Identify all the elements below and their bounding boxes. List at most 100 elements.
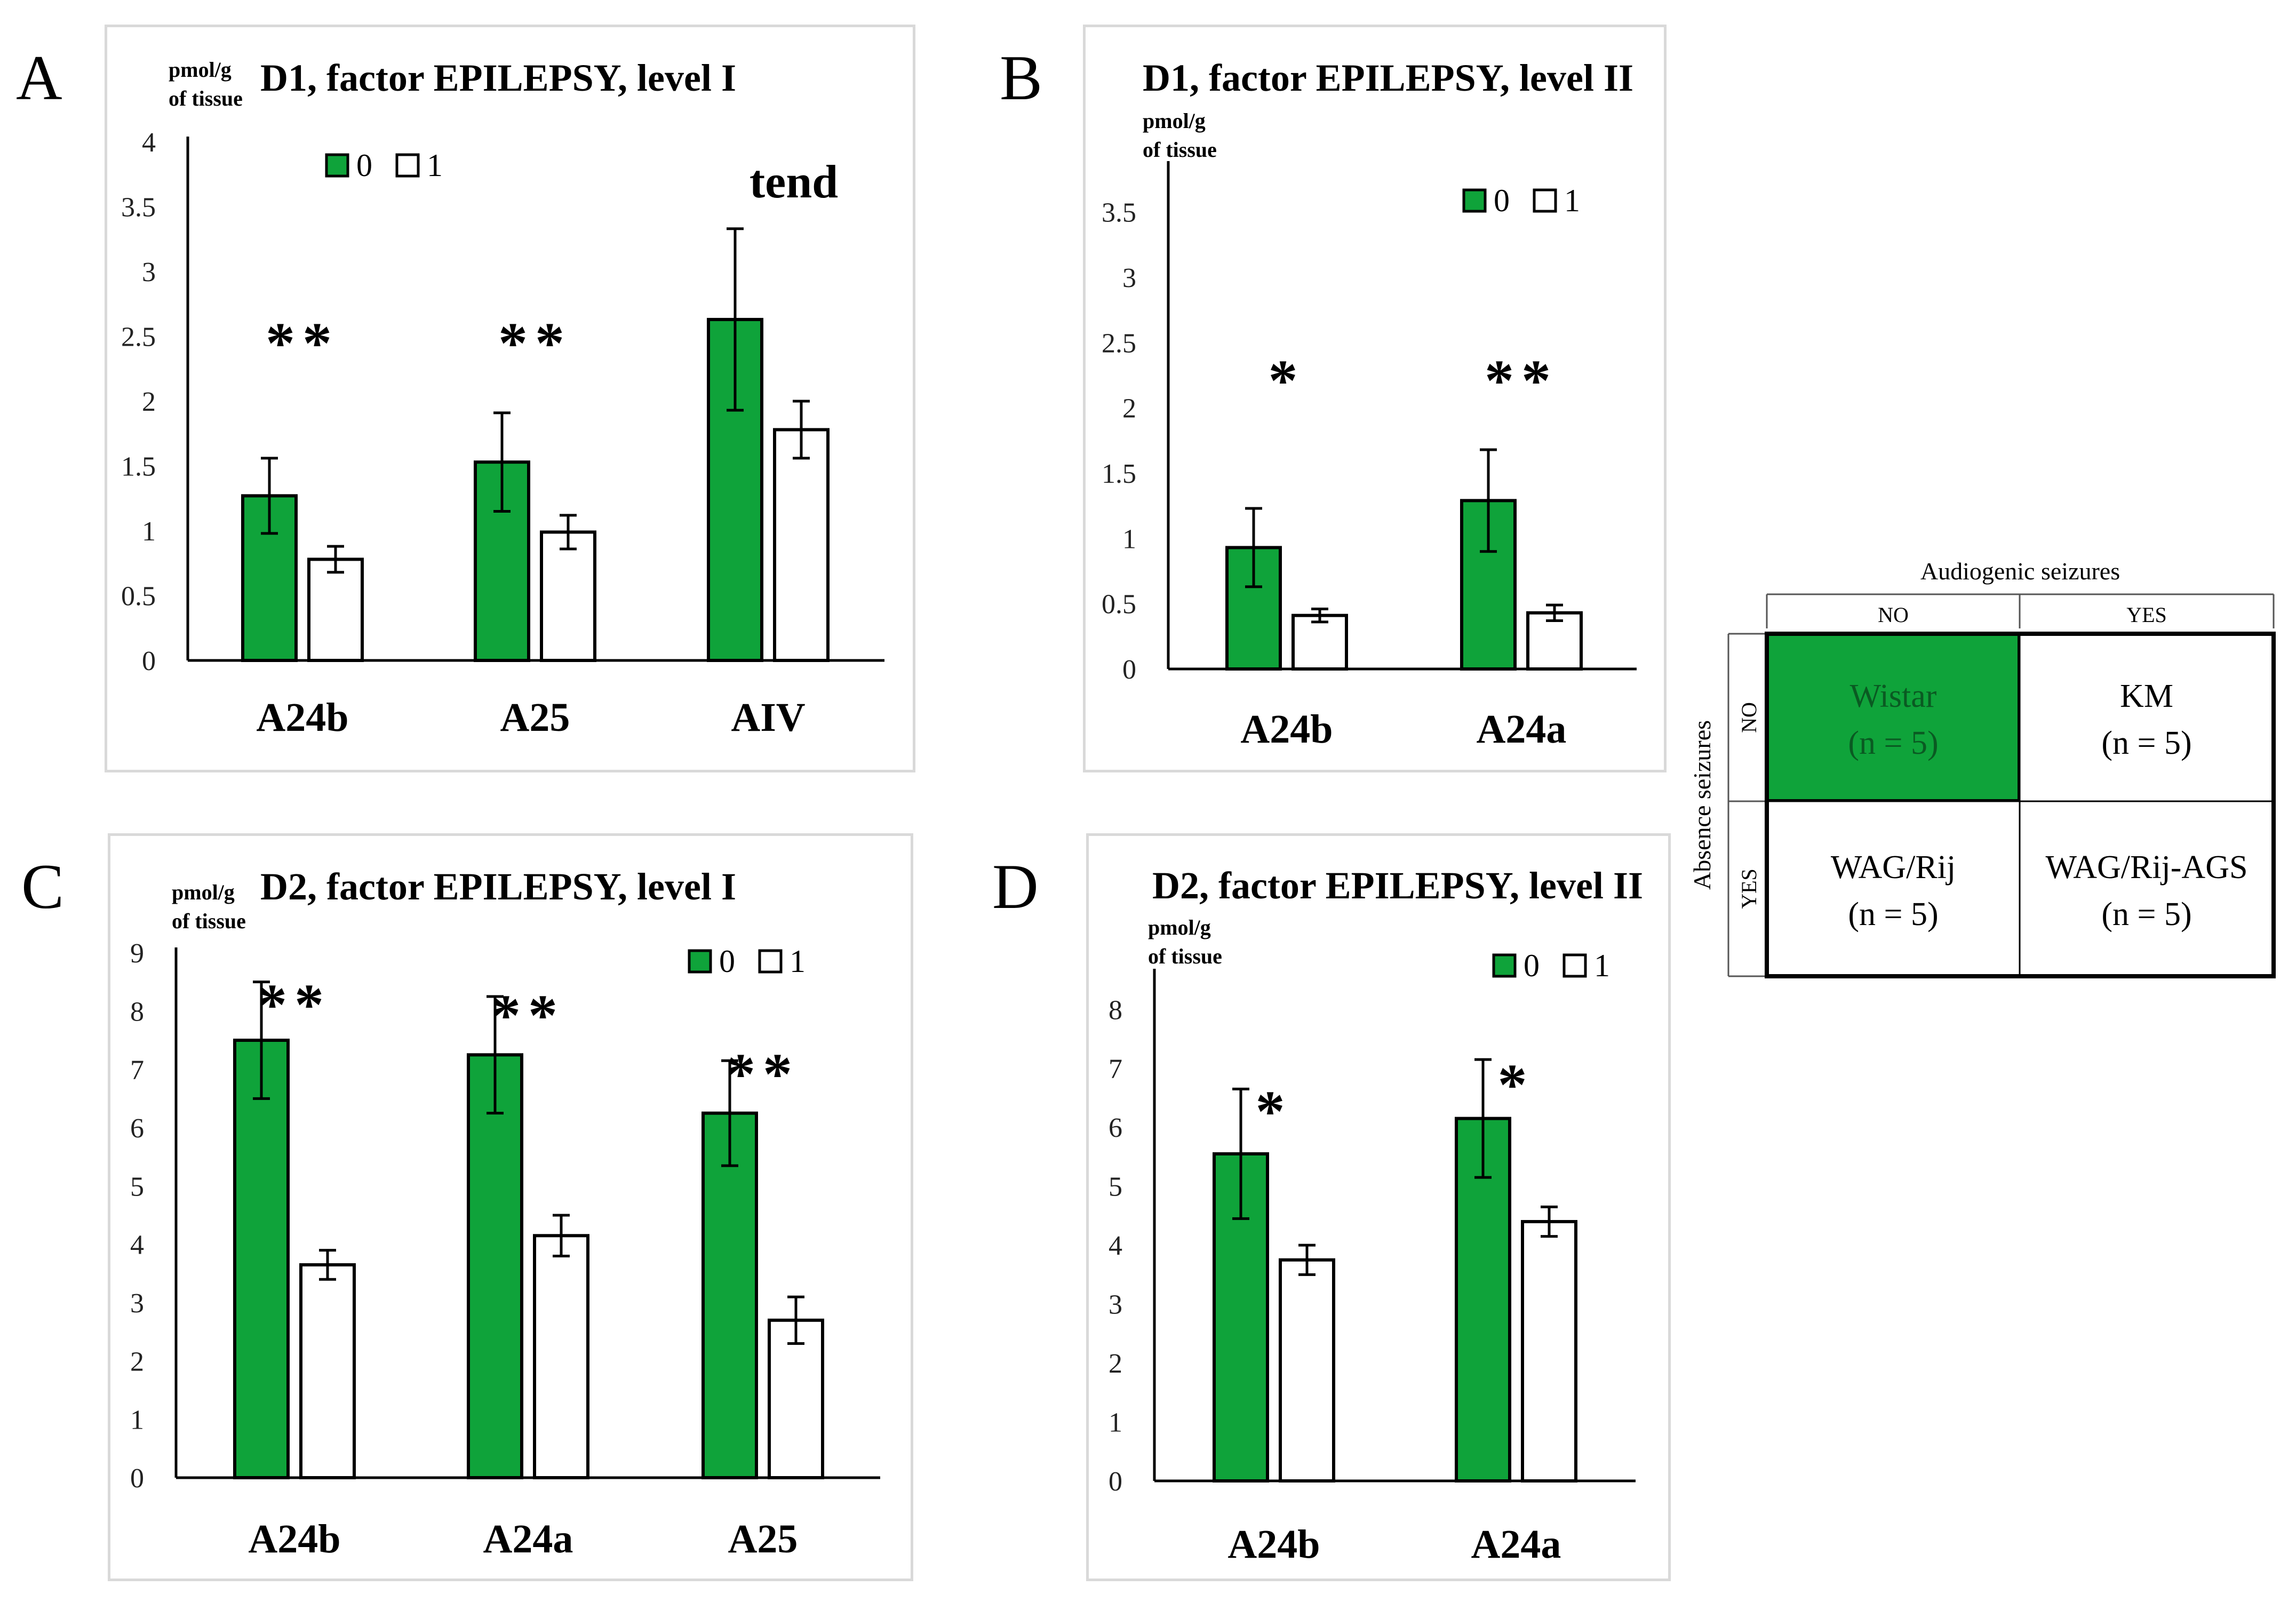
chart-b-significance-annotation: ** — [1485, 348, 1558, 413]
chart-a-ytick-label: 1.5 — [121, 452, 156, 482]
chart-d-significance-annotation: * — [1256, 1079, 1293, 1144]
chart-a-bar-series1-a24b — [307, 557, 364, 662]
chart-b-ytick-label: 3.5 — [1102, 198, 1136, 228]
chart-a-ytick-label: 2 — [142, 387, 156, 417]
chart-d-category-label: A24a — [1471, 1522, 1561, 1567]
chart-b-ytick-label: 1 — [1122, 524, 1136, 554]
chart-d-ytick-label: 6 — [1109, 1113, 1122, 1143]
chart-a-ylabel-line: pmol/g — [169, 58, 232, 82]
panel-letter-a: A — [16, 42, 62, 113]
chart-d-legend-swatch-0 — [1492, 953, 1517, 978]
chart-d-ytick-label: 0 — [1109, 1466, 1122, 1497]
chart-b-ytick-label: 1.5 — [1102, 459, 1136, 489]
table-cell-sample-size: (n = 5) — [2101, 725, 2191, 761]
chart-d-ytick-label: 7 — [1109, 1054, 1122, 1085]
chart-a-legend-label-0: 0 — [356, 148, 372, 183]
table-cell-strain-name: KM — [2120, 678, 2173, 714]
chart-a-ytick-label: 4 — [142, 127, 156, 158]
panel-letter-c: C — [21, 851, 65, 922]
chart-c-legend-label-0: 0 — [719, 944, 735, 979]
chart-c-legend-swatch-0 — [688, 949, 712, 974]
table-column-header: Audiogenic seizures — [1920, 557, 2120, 585]
table-row-header: Absence seizures — [1688, 720, 1716, 890]
panel-letter-d: D — [992, 851, 1039, 922]
chart-c-significance-annotation: ** — [726, 1041, 800, 1106]
chart-a-significance-annotation: ** — [266, 310, 339, 376]
chart-c-category-label: A24b — [248, 1517, 340, 1561]
chart-c-category-label: A24a — [483, 1517, 573, 1561]
table-row-label: NO — [1737, 702, 1761, 733]
chart-d-ylabel-line: pmol/g — [1148, 915, 1211, 939]
chart-d-ytick-label: 2 — [1109, 1349, 1122, 1379]
chart-a-ytick-label: 3 — [142, 257, 156, 288]
chart-c-legend-label-1: 1 — [790, 944, 806, 979]
chart-c-ytick-label: 9 — [130, 938, 144, 969]
chart-b-ytick-label: 3 — [1122, 263, 1136, 293]
chart-b-legend-swatch-0 — [1462, 188, 1487, 213]
chart-a-ytick-label: 3.5 — [121, 193, 156, 223]
chart-a-category-label: AIV — [731, 695, 805, 740]
chart-a-category-label: A25 — [500, 695, 570, 740]
chart-b-category-label: A24b — [1240, 707, 1333, 752]
chart-a-category-label: A24b — [256, 695, 348, 740]
chart-c-ytick-label: 1 — [130, 1405, 144, 1436]
chart-d-ytick-label: 4 — [1109, 1231, 1122, 1261]
table-cell-strain-name: WAG/Rij-AGS — [2046, 849, 2248, 886]
chart-b-ytick-label: 0 — [1122, 655, 1136, 685]
chart-a-title: D1, factor EPILEPSY, level I — [260, 57, 736, 99]
chart-b-legend-swatch-1 — [1533, 188, 1557, 213]
chart-a-bar-series1-aiv — [773, 428, 830, 663]
panel-b-frame — [1083, 25, 1667, 772]
chart-d-legend-swatch-1 — [1562, 953, 1587, 978]
chart-d-bar-series1-a24b — [1279, 1258, 1335, 1483]
chart-b-ytick-label: 0.5 — [1102, 589, 1136, 620]
chart-a-ytick-label: 0 — [142, 646, 156, 676]
table-cell-sample-size: (n = 5) — [2101, 896, 2191, 932]
chart-d-legend-label-1: 1 — [1594, 948, 1610, 983]
table-cell-km — [2019, 633, 2275, 802]
table-cell-wag-rij — [1766, 800, 2021, 977]
chart-b-category-label: A24a — [1477, 707, 1567, 752]
chart-a-significance-annotation: tend — [750, 156, 838, 208]
panel-letter-b: B — [1000, 42, 1043, 113]
chart-c-significance-annotation: ** — [491, 983, 565, 1048]
table-cell-sample-size: (n = 5) — [1848, 725, 1938, 761]
chart-c-bar-series0-a25 — [701, 1111, 758, 1480]
chart-c-bar-series0-a24a — [467, 1053, 523, 1480]
chart-a-legend-swatch-1 — [395, 153, 420, 178]
chart-b-legend-label-0: 0 — [1494, 183, 1510, 218]
chart-d-ytick-label: 3 — [1109, 1290, 1122, 1320]
table-cell-strain-name: WAG/Rij — [1831, 849, 1956, 886]
table-column-label: YES — [2126, 603, 2167, 627]
chart-a-ytick-label: 0.5 — [121, 581, 156, 612]
chart-d-category-label: A24b — [1227, 1522, 1320, 1567]
chart-a-ylabel-line: of tissue — [169, 86, 243, 110]
chart-a-legend-label-1: 1 — [427, 148, 443, 183]
chart-a-legend-swatch-0 — [325, 153, 349, 178]
chart-a-significance-annotation: ** — [498, 310, 572, 376]
chart-d-ytick-label: 8 — [1109, 995, 1122, 1025]
chart-d-ytick-label: 1 — [1109, 1408, 1122, 1438]
chart-d-legend-label-0: 0 — [1524, 948, 1540, 983]
table-column-label: NO — [1878, 603, 1909, 627]
table-cell-wag-rij-ags — [2019, 800, 2275, 977]
chart-c-ytick-label: 5 — [130, 1171, 144, 1202]
chart-c-bar-series1-a24b — [299, 1263, 356, 1480]
table-cell-sample-size: (n = 5) — [1848, 896, 1938, 932]
chart-c-ytick-label: 7 — [130, 1055, 144, 1086]
chart-c-legend-swatch-1 — [758, 949, 783, 974]
panel-d-frame — [1086, 833, 1671, 1581]
chart-b-ytick-label: 2.5 — [1102, 328, 1136, 358]
chart-b-bar-series1-a24a — [1526, 611, 1583, 671]
chart-d-ylabel-line: of tissue — [1148, 944, 1222, 968]
chart-c-ylabel-line: pmol/g — [172, 880, 235, 904]
chart-c-ytick-label: 8 — [130, 997, 144, 1027]
table-cell-wistar — [1765, 632, 2022, 803]
chart-c-bar-series1-a24a — [533, 1234, 589, 1479]
chart-b-ylabel-line: of tissue — [1143, 138, 1217, 162]
panel-c-frame — [108, 833, 913, 1581]
chart-c-bar-series0-a24b — [233, 1039, 290, 1479]
chart-c-ytick-label: 3 — [130, 1288, 144, 1319]
